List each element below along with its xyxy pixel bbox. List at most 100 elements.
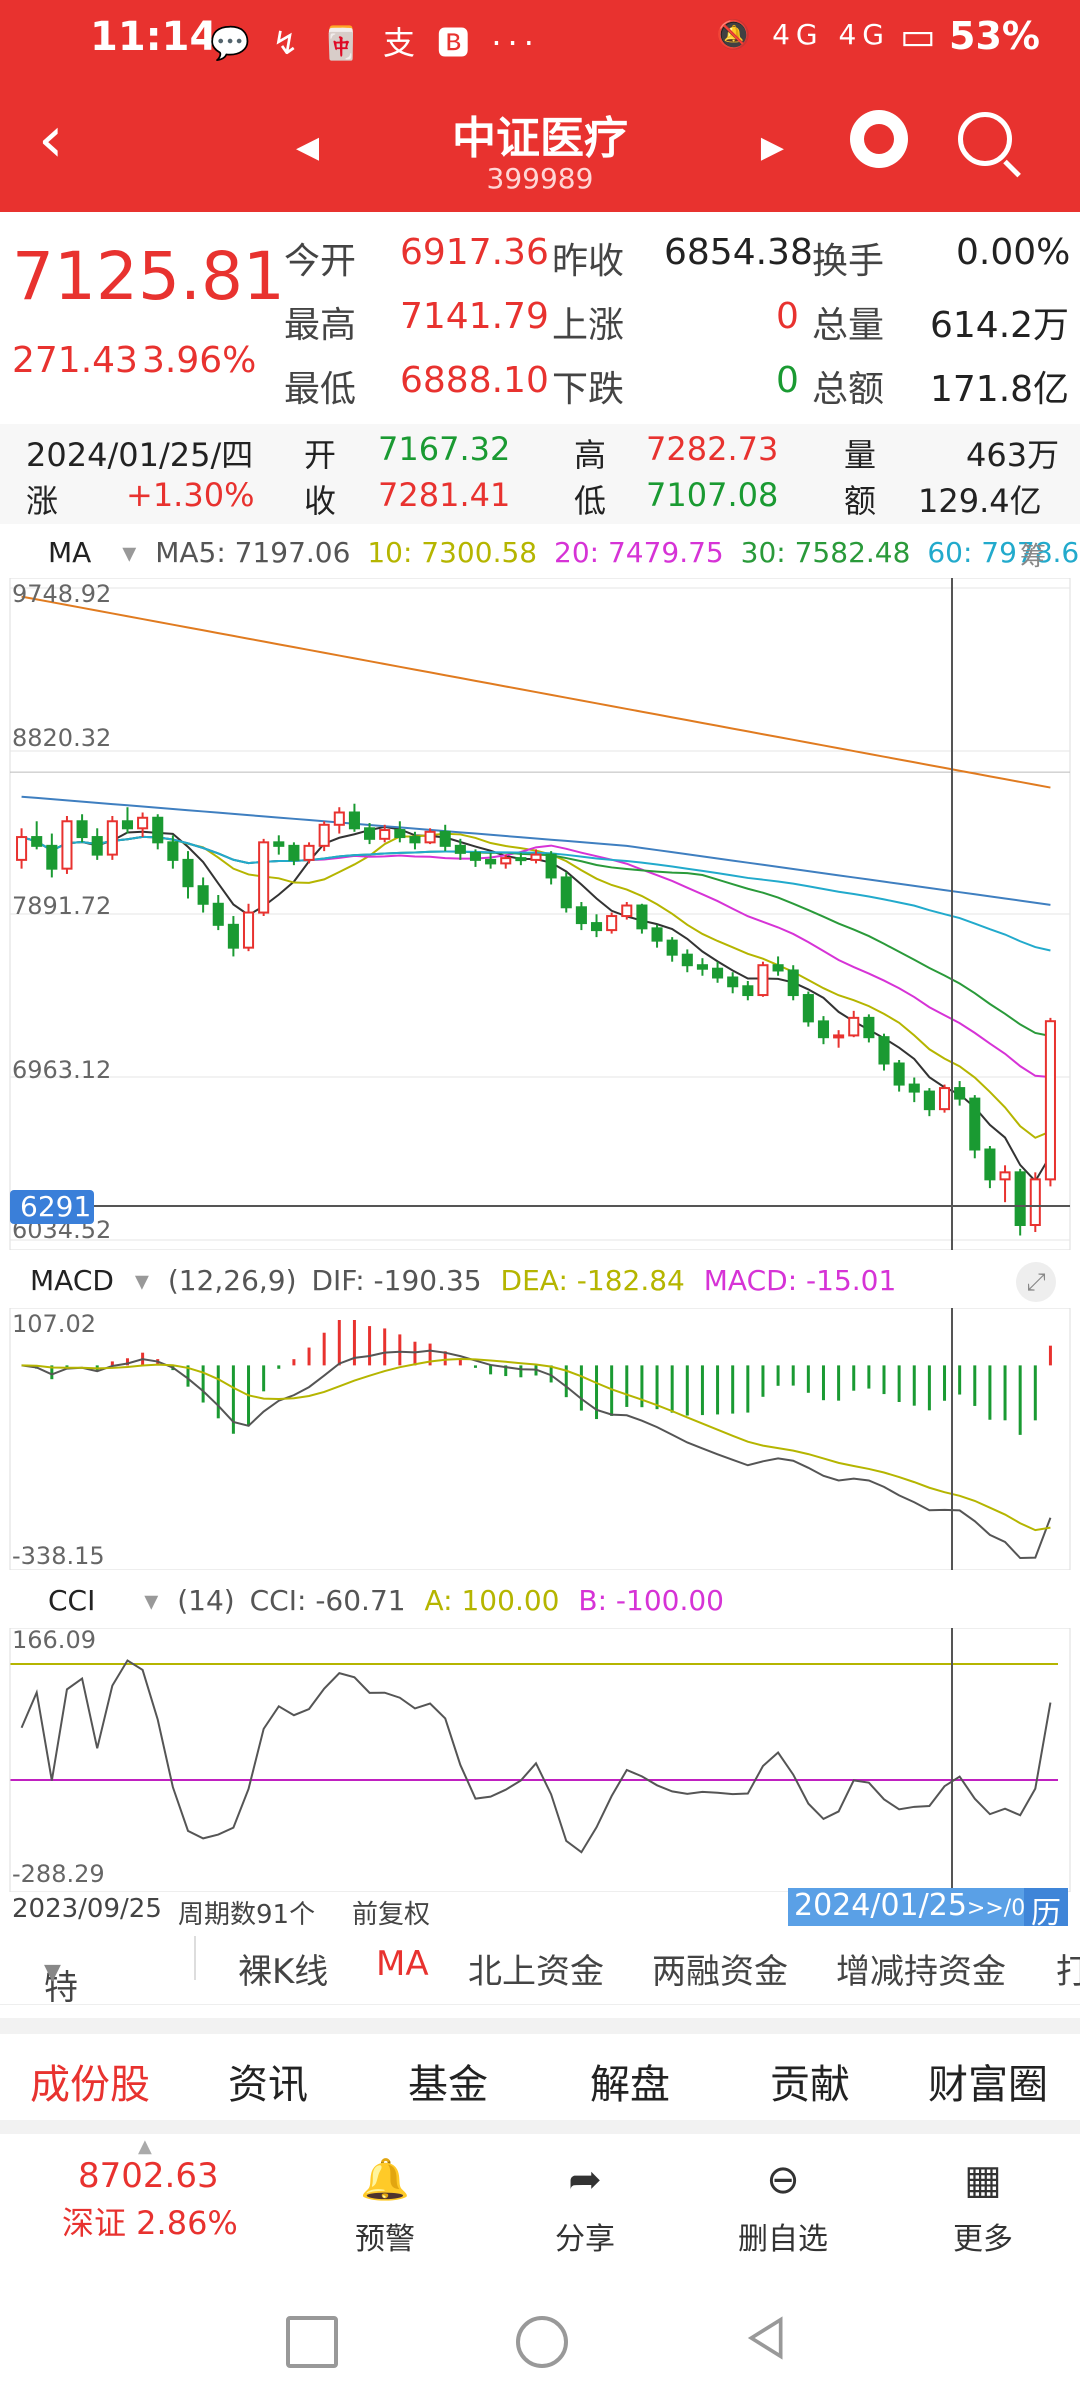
candle-body xyxy=(303,844,315,861)
share-button[interactable]: ➦ 分享 xyxy=(540,2154,630,2258)
back-icon[interactable]: ‹ xyxy=(38,103,64,177)
feature-tab-northbound[interactable]: 北上资金 xyxy=(468,1952,604,1992)
candle-body xyxy=(46,844,58,870)
candle-body xyxy=(712,967,724,979)
dif-line xyxy=(21,1349,1052,1560)
recents-icon[interactable] xyxy=(286,2316,338,2368)
macd-chart[interactable]: 107.02 -338.15 xyxy=(0,1308,1080,1570)
app-header: 11:14 💬 ↯ 🀄 支 🅱 ··· 🔕 4G 4G ▭ 53% ‹ ◀ 中证… xyxy=(0,0,1080,212)
selected-day-bar: 2024/01/25/四 涨 +1.30% 开 7167.32 收 7281.4… xyxy=(0,424,1080,524)
system-nav-bar xyxy=(0,2286,1080,2400)
candle-body xyxy=(212,902,224,926)
tab-contribution[interactable]: 贡献 xyxy=(770,2062,850,2108)
cci-dropdown-icon[interactable]: ▾ xyxy=(144,1584,159,1617)
day-change-label: 涨 xyxy=(26,482,59,520)
start-date: 2023/09/25 xyxy=(12,1894,162,1924)
prev-stock-icon[interactable]: ◀ xyxy=(296,130,320,165)
macd-value: MACD: -15.01 xyxy=(703,1264,897,1297)
remove-favorite-label: 删自选 xyxy=(738,2222,828,2257)
candle-body xyxy=(621,904,633,918)
long-ma2-line xyxy=(21,795,1051,906)
cci-legend[interactable]: CCI ▾ (14) CCI: -60.71 A: 100.00 B: -100… xyxy=(48,1584,724,1617)
feature-tab-bare-k[interactable]: 裸K线 xyxy=(238,1952,329,1992)
remove-favorite-button[interactable]: ⊖ 删自选 xyxy=(728,2154,838,2258)
index-name[interactable]: 深证 2.86% xyxy=(62,2204,238,2242)
candle-body xyxy=(409,836,421,844)
tab-constituents[interactable]: 成份股 xyxy=(30,2062,150,2108)
candle-body xyxy=(1014,1171,1026,1226)
page-title: 中证医疗 xyxy=(452,113,628,164)
candle-body xyxy=(197,885,209,905)
macd-histogram xyxy=(9,1308,1071,1570)
crosshair-price: 6291 xyxy=(20,1190,91,1223)
feature-tab-holdings[interactable]: 增减持资金 xyxy=(836,1952,1006,1992)
candle-body xyxy=(227,923,239,949)
cci-series-line xyxy=(20,1659,1052,1854)
next-stock-icon[interactable]: ▶ xyxy=(760,130,784,165)
feature-tab-more[interactable]: 打 xyxy=(1056,1952,1080,1992)
history-button[interactable]: 历 xyxy=(1024,1888,1068,1931)
candle-body xyxy=(91,836,103,856)
turnover-label: 换手 xyxy=(812,241,885,282)
low-value: 6888.10 xyxy=(400,360,549,401)
candle-body xyxy=(727,976,739,988)
index-value[interactable]: 8702.63 xyxy=(78,2156,219,2196)
quote-panel: 7125.81 271.43 3.96% 今开 6917.36 昨收 6854.… xyxy=(0,212,1080,422)
candle-body xyxy=(258,841,270,914)
cci-border xyxy=(9,1628,1071,1892)
candle-body xyxy=(938,1087,951,1111)
grid-icon: ▦ xyxy=(964,2157,1002,2203)
macd-bottom-label: -338.15 xyxy=(12,1542,105,1570)
macd-top-label: 107.02 xyxy=(12,1310,96,1338)
candle-body xyxy=(681,953,693,967)
tab-analysis[interactable]: 解盘 xyxy=(590,2062,670,2108)
axis-label-4: 6963.12 xyxy=(12,1056,111,1084)
macd-dif: DIF: -190.35 xyxy=(311,1264,482,1297)
candle-body xyxy=(575,906,587,925)
candle-body xyxy=(76,820,88,839)
candle-body xyxy=(348,811,360,830)
up-count-label: 上涨 xyxy=(552,305,625,346)
adjust-mode[interactable]: 前复权 xyxy=(352,1900,431,1930)
ma-legend[interactable]: MA ▾ MA5: 7197.06 10: 7300.58 20: 7479.7… xyxy=(48,536,1079,569)
chips-tag[interactable]: 筹 xyxy=(1020,542,1047,572)
home-icon[interactable] xyxy=(516,2316,568,2368)
ma-dropdown-icon[interactable]: ▾ xyxy=(122,536,137,569)
back-nav-icon[interactable] xyxy=(744,2316,788,2360)
cci-chart[interactable]: 166.09 -288.29 xyxy=(0,1628,1080,1892)
macd-dea: DEA: -182.84 xyxy=(500,1264,685,1297)
assistant-robot-icon[interactable] xyxy=(850,110,908,168)
tab-news[interactable]: 资讯 xyxy=(228,2062,308,2108)
candle-body xyxy=(999,1171,1011,1181)
macd-dropdown-icon[interactable]: ▾ xyxy=(134,1264,149,1297)
crosshair-price-badge xyxy=(10,1190,94,1224)
alert-label: 预警 xyxy=(355,2222,415,2257)
alert-button[interactable]: 🔔 预警 xyxy=(340,2154,430,2258)
macd-legend[interactable]: MACD ▾ (12,26,9) DIF: -190.35 DEA: -182.… xyxy=(30,1264,896,1297)
candle-body xyxy=(364,827,376,840)
candle-body xyxy=(16,836,28,861)
candle-body xyxy=(878,1036,890,1065)
candle-body xyxy=(167,841,179,861)
search-icon[interactable] xyxy=(958,112,1012,166)
candle-body xyxy=(636,904,648,930)
candle-body xyxy=(469,851,482,861)
candle-body xyxy=(61,820,73,870)
candle-body xyxy=(696,964,708,970)
tab-community[interactable]: 财富圈 xyxy=(928,2062,1048,2108)
expand-icon[interactable]: ⤢ xyxy=(1016,1262,1056,1302)
feature-tab-margin[interactable]: 两融资金 xyxy=(652,1952,788,1992)
feature-tab-ma[interactable]: MA xyxy=(376,1944,429,1984)
cci-b: B: -100.00 xyxy=(578,1584,724,1617)
dea-line xyxy=(21,1358,1051,1532)
divider xyxy=(194,1936,196,1980)
more-button[interactable]: ▦ 更多 xyxy=(938,2154,1028,2258)
prev-close-value: 6854.38 xyxy=(664,232,813,273)
candlestick-chart[interactable]: 9748.92 8820.32 7891.72 6963.12 6034.52 … xyxy=(0,578,1080,1250)
bottom-toolbar: ▲ 8702.63 深证 2.86% 🔔 预警 ➦ 分享 ⊖ 删自选 ▦ 更多 xyxy=(0,2120,1080,2284)
candle-body xyxy=(863,1016,875,1039)
candle-body xyxy=(485,858,497,865)
battery-level: 53% xyxy=(949,14,1040,58)
tab-funds[interactable]: 基金 xyxy=(408,2062,488,2108)
high-label: 最高 xyxy=(284,305,357,346)
